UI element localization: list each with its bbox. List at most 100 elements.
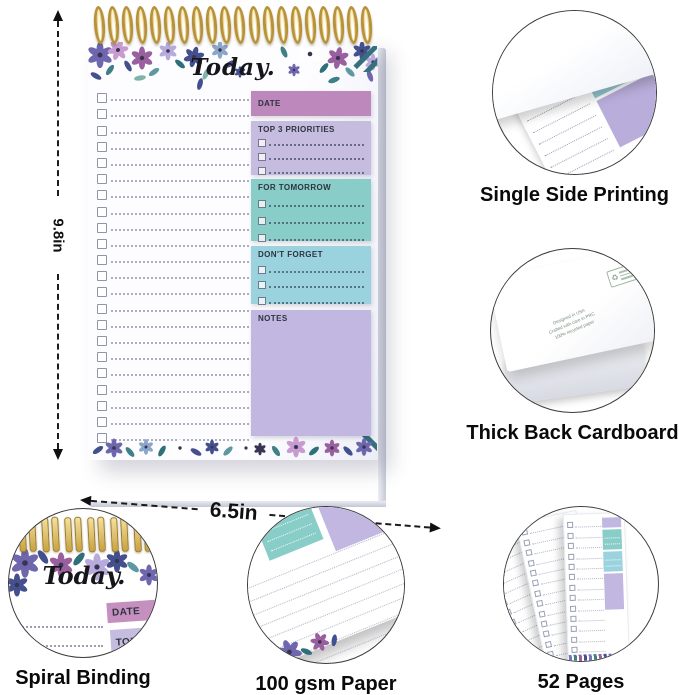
checklist-row xyxy=(97,396,249,412)
spiral-binding-photo: Today. DATE TOP 3 PRIORITIES xyxy=(8,508,158,658)
checklist-row xyxy=(97,234,249,250)
cardboard-print-text: Designed in USA Crafted with care in PRC… xyxy=(528,297,616,350)
spiral-coil xyxy=(148,5,163,45)
checklist-row xyxy=(97,169,249,185)
checklist-row xyxy=(97,104,249,120)
checkbox xyxy=(258,139,266,147)
dotted-line xyxy=(111,180,249,183)
checklist-row xyxy=(97,315,249,331)
checkbox xyxy=(258,167,266,175)
feature-label: 100 gsm Paper xyxy=(255,673,397,695)
checklist-row xyxy=(97,298,249,314)
spiral-coil-closeup xyxy=(18,516,152,553)
dotted-line xyxy=(269,270,364,273)
checkbox xyxy=(97,125,107,136)
checkbox xyxy=(97,271,107,282)
spiral-coil xyxy=(219,5,233,45)
dotted-line xyxy=(111,422,249,425)
checklist-row xyxy=(97,331,249,347)
spiral-coil xyxy=(289,5,303,45)
dotted-line xyxy=(111,163,249,166)
section-row xyxy=(258,148,364,162)
spiral-coil xyxy=(275,5,289,45)
checklist-column xyxy=(97,88,249,444)
mini-priorities-label: TOP 3 PRIORITIES xyxy=(115,631,158,649)
dotted-line xyxy=(111,196,249,199)
paper-closeup-photo xyxy=(247,506,405,664)
checklist-row xyxy=(97,379,249,395)
checklist-row xyxy=(97,201,249,217)
spiral-coil xyxy=(191,5,205,45)
notes-section: NOTES xyxy=(251,310,371,436)
angled-page xyxy=(248,507,404,663)
height-dimension-label: 9.8in xyxy=(49,217,67,253)
dotted-line xyxy=(269,222,364,224)
coil-pair xyxy=(18,516,37,553)
spiral-coil xyxy=(134,5,149,45)
checkbox xyxy=(97,109,107,120)
spiral-coil xyxy=(359,5,374,45)
spiral-coil xyxy=(345,5,360,45)
coil-pair xyxy=(64,516,83,553)
dotted-line xyxy=(11,609,103,628)
section-row xyxy=(258,226,364,243)
section-row xyxy=(258,290,364,306)
checkbox xyxy=(97,238,107,249)
mini-priorities-section: TOP 3 PRIORITIES xyxy=(109,626,158,657)
checkbox xyxy=(258,281,266,289)
checkbox xyxy=(97,174,107,185)
coil-pair xyxy=(87,516,106,553)
checkbox xyxy=(97,255,107,266)
checkbox xyxy=(97,93,107,104)
checklist-row xyxy=(97,347,249,363)
checklist-row xyxy=(97,185,249,201)
spiral-coil xyxy=(205,5,219,45)
section-row xyxy=(258,209,364,226)
checklist-row xyxy=(97,88,249,104)
arrow-up-icon xyxy=(53,10,63,21)
feature-paper-weight: 100 gsm Paper xyxy=(247,506,405,695)
checkbox xyxy=(97,222,107,233)
dashed-line xyxy=(57,21,59,196)
feature-label: Spiral Binding xyxy=(15,667,151,689)
checkbox xyxy=(258,265,266,274)
spiral-coil xyxy=(233,5,247,45)
spiral-coil xyxy=(331,5,346,45)
checkbox xyxy=(97,206,107,217)
checkbox xyxy=(97,303,107,314)
pad-title: Today. xyxy=(190,54,276,81)
dotted-line xyxy=(269,158,364,160)
spiral-coil xyxy=(176,5,191,45)
dotted-line xyxy=(269,144,364,146)
height-dimension-ruler: 9.8in xyxy=(49,10,67,460)
dotted-line xyxy=(111,244,249,247)
checkbox xyxy=(97,352,107,363)
spiral-coil xyxy=(162,5,177,45)
floral-border-bottom xyxy=(91,436,373,459)
notepad: Today. xyxy=(88,5,386,507)
dotted-line xyxy=(111,406,249,409)
notepad-side-edge xyxy=(378,48,386,502)
dotted-line xyxy=(269,301,364,304)
checkbox xyxy=(258,200,266,208)
dont-forget-section: DON'T FORGET xyxy=(251,246,371,306)
feature-label: Single Side Printing xyxy=(480,184,669,206)
date-label: DATE xyxy=(258,99,281,108)
checklist-row xyxy=(97,120,249,136)
checkbox xyxy=(97,141,107,152)
dotted-line xyxy=(111,147,249,150)
front-page xyxy=(562,512,630,661)
mini-date-section: DATE xyxy=(106,598,157,624)
checklist-row xyxy=(97,266,249,282)
notes-label: NOTES xyxy=(258,314,288,323)
recycle-stamp-icon: ♻ xyxy=(606,263,637,288)
recycle-icon: ♻ xyxy=(609,271,620,283)
arrow-right-icon xyxy=(429,522,442,534)
checklist-row xyxy=(97,250,249,266)
feature-single-side-printing: Single Side Printing xyxy=(480,10,669,207)
priorities-section: TOP 3 PRIORITIES xyxy=(251,121,371,175)
checkbox xyxy=(97,433,107,444)
dotted-line xyxy=(11,628,103,647)
spiral-coil xyxy=(247,5,261,45)
